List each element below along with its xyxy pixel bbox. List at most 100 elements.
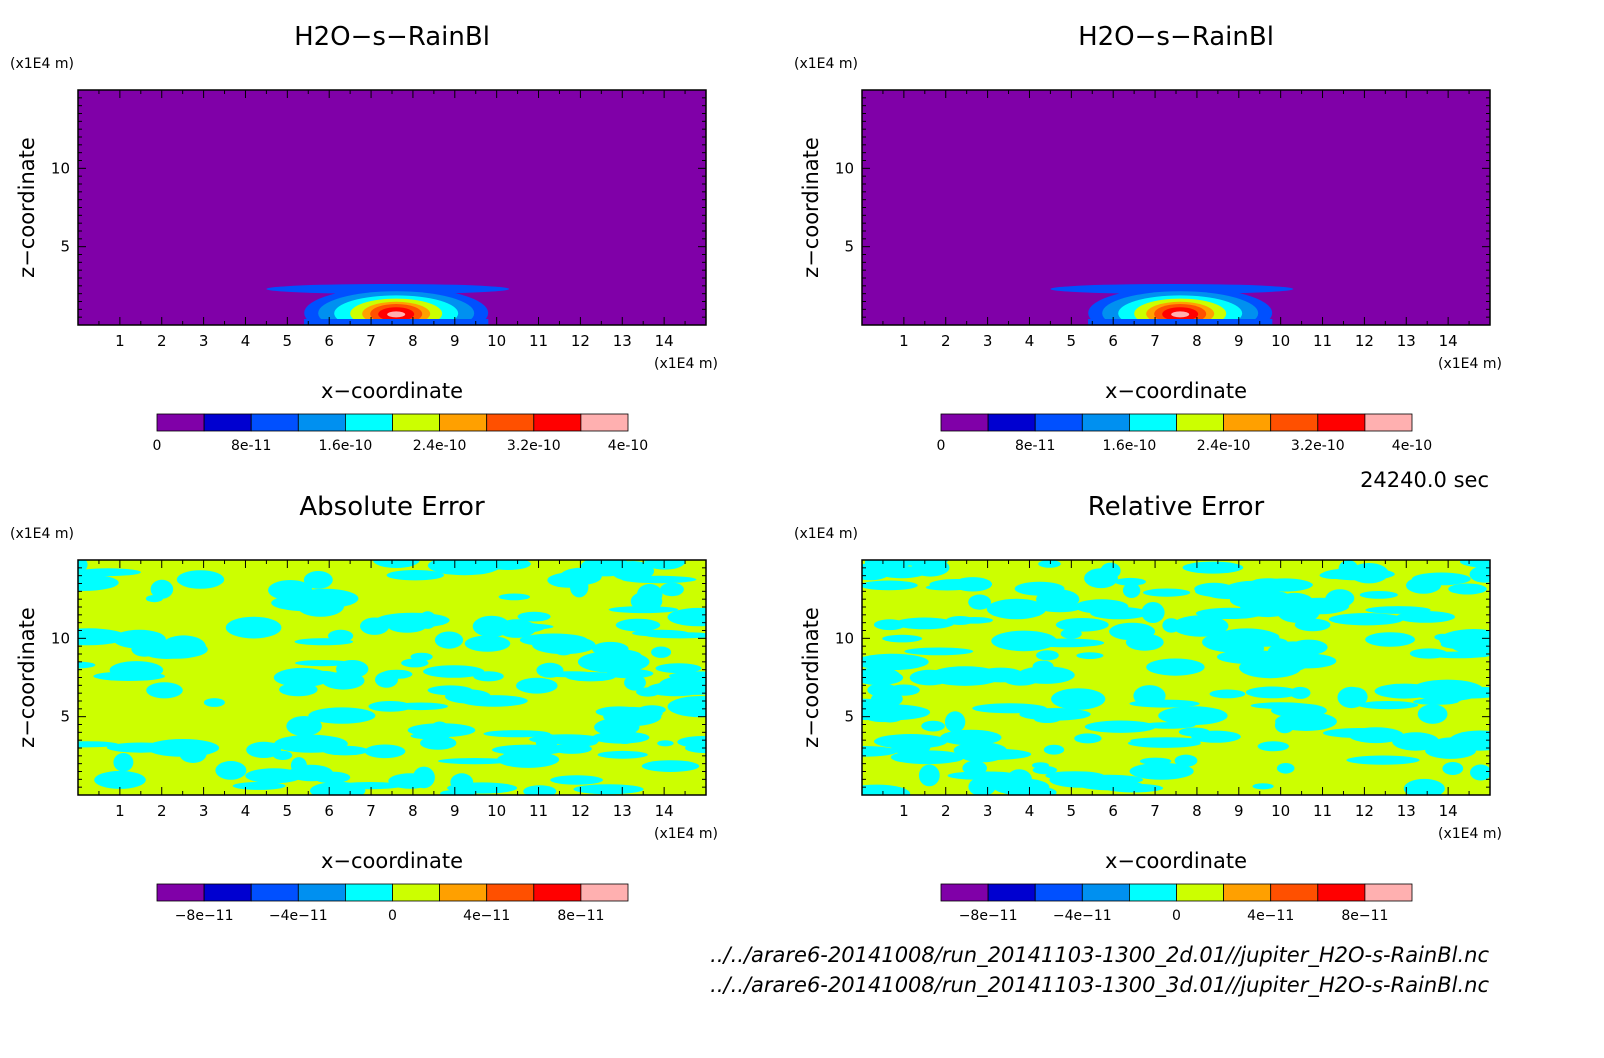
panel-4: Relative Error(x1E4 m)1 2 3 4 5 6 7 8 9 10 11 12 13 1… — [794, 492, 1502, 924]
x-tick-label: 12 — [1355, 802, 1374, 820]
x-tick-label: 4 — [1025, 802, 1035, 820]
field-blob — [1409, 648, 1448, 659]
colorbar-label: −4e−11 — [1053, 908, 1112, 924]
colorbar-label: 1.6e-10 — [319, 438, 373, 454]
x-tick-label: 11 — [1313, 802, 1332, 820]
field-blob — [1345, 687, 1368, 707]
colorbar-label: 8e-11 — [231, 438, 271, 454]
x-tick-label: 4 — [1025, 332, 1035, 350]
field-blob — [1129, 699, 1200, 708]
field-blob — [603, 706, 662, 727]
x-tick-label: 8 — [1192, 802, 1202, 820]
x-tick-label: 13 — [613, 802, 632, 820]
field-blob — [1209, 689, 1246, 699]
x-tick-label: 7 — [1150, 332, 1160, 350]
x-axis-label: x−coordinate — [1105, 849, 1247, 873]
y-unit-label: (x1E4 m) — [794, 526, 858, 542]
colorbar-label: 0 — [1172, 908, 1181, 924]
field-blob — [268, 580, 313, 601]
field-blob — [1055, 618, 1109, 632]
x-tick-label: 3 — [199, 802, 209, 820]
colorbar-swatch — [439, 413, 488, 432]
field-blob — [78, 560, 88, 573]
field-blob — [420, 736, 457, 750]
y-unit-label: (x1E4 m) — [10, 526, 74, 542]
panel-1: H2O−s−RainBl(x1E4 m)1 2 3 4 5 6 7 8 9 10 11 12 13 145… — [10, 22, 718, 454]
field-blob — [460, 695, 528, 707]
x-tick-label: 9 — [1234, 332, 1244, 350]
field-blob — [862, 653, 929, 671]
field-blob — [1396, 611, 1455, 623]
field-blob — [1109, 622, 1156, 641]
field-blob — [388, 773, 433, 789]
colorbar-swatch — [1128, 883, 1177, 902]
field-blob — [577, 650, 650, 673]
field-blob — [1162, 618, 1181, 633]
x-tick-label: 13 — [613, 332, 632, 350]
field-blob — [246, 741, 282, 758]
field-blob — [1328, 613, 1404, 626]
field-blob — [968, 777, 996, 795]
field-blob — [1127, 738, 1201, 748]
field-blob — [968, 594, 991, 610]
colorbar-swatch — [1034, 883, 1083, 902]
field-blob — [286, 716, 322, 737]
field-blob — [891, 740, 931, 755]
colorbar-label: 4e-10 — [608, 438, 648, 454]
field-blob — [497, 751, 560, 768]
field-blob — [381, 669, 413, 679]
colorbar-label: 0 — [388, 908, 397, 924]
field-blob — [1074, 733, 1102, 744]
y-tick-label: 10 — [51, 159, 70, 177]
y-tick-label: 10 — [835, 629, 854, 647]
field-blob — [909, 669, 950, 686]
field-blob — [1275, 650, 1311, 672]
field-blob — [1114, 577, 1146, 586]
field-blob — [862, 746, 898, 757]
y-unit-label: (x1E4 m) — [10, 56, 74, 72]
field-blob — [1141, 722, 1196, 729]
field-blob — [516, 677, 558, 694]
field-blob — [1257, 578, 1313, 592]
colorbar-swatch — [1176, 883, 1224, 902]
x-tick-label: 6 — [324, 802, 334, 820]
x-tick-label: 14 — [1439, 332, 1458, 350]
x-tick-label: 7 — [366, 802, 376, 820]
field-blob — [1174, 754, 1198, 767]
contour-base — [304, 319, 489, 325]
colorbar-swatch — [580, 883, 629, 902]
x-tick-label: 2 — [941, 332, 951, 350]
field-blob — [940, 729, 1002, 746]
x-tick-label: 13 — [1397, 802, 1416, 820]
colorbar-swatch — [156, 413, 205, 432]
field-blob — [911, 560, 947, 570]
field-blob — [1090, 606, 1149, 620]
x-tick-label: 4 — [241, 802, 251, 820]
field-blob — [523, 785, 557, 795]
field-blob — [410, 732, 451, 740]
colorbar-label: 2.4e-10 — [1197, 438, 1251, 454]
colorbar-label: 4e-10 — [1392, 438, 1432, 454]
field-blob — [667, 607, 706, 627]
field-blob — [621, 575, 697, 584]
colorbar-swatch — [1270, 413, 1319, 432]
field-blob — [78, 741, 119, 748]
x-tick-label: 6 — [324, 332, 334, 350]
x-unit-label: (x1E4 m) — [1438, 356, 1502, 372]
x-tick-label: 4 — [241, 332, 251, 350]
field-blob — [547, 572, 592, 588]
colorbar-swatch — [156, 883, 205, 902]
x-tick-label: 8 — [408, 802, 418, 820]
x-tick-label: 3 — [983, 802, 993, 820]
field-blob — [146, 682, 183, 699]
field-blob — [1100, 562, 1121, 579]
field-blob — [944, 711, 966, 733]
colorbar-label: 3.2e-10 — [507, 438, 561, 454]
x-tick-label: 12 — [1355, 332, 1374, 350]
field-blob — [1060, 628, 1082, 639]
x-axis-label: x−coordinate — [1105, 379, 1247, 403]
field-blob — [1270, 591, 1289, 603]
field-blob — [1464, 686, 1490, 697]
field-blob — [1104, 783, 1164, 793]
field-blob — [1038, 560, 1061, 568]
